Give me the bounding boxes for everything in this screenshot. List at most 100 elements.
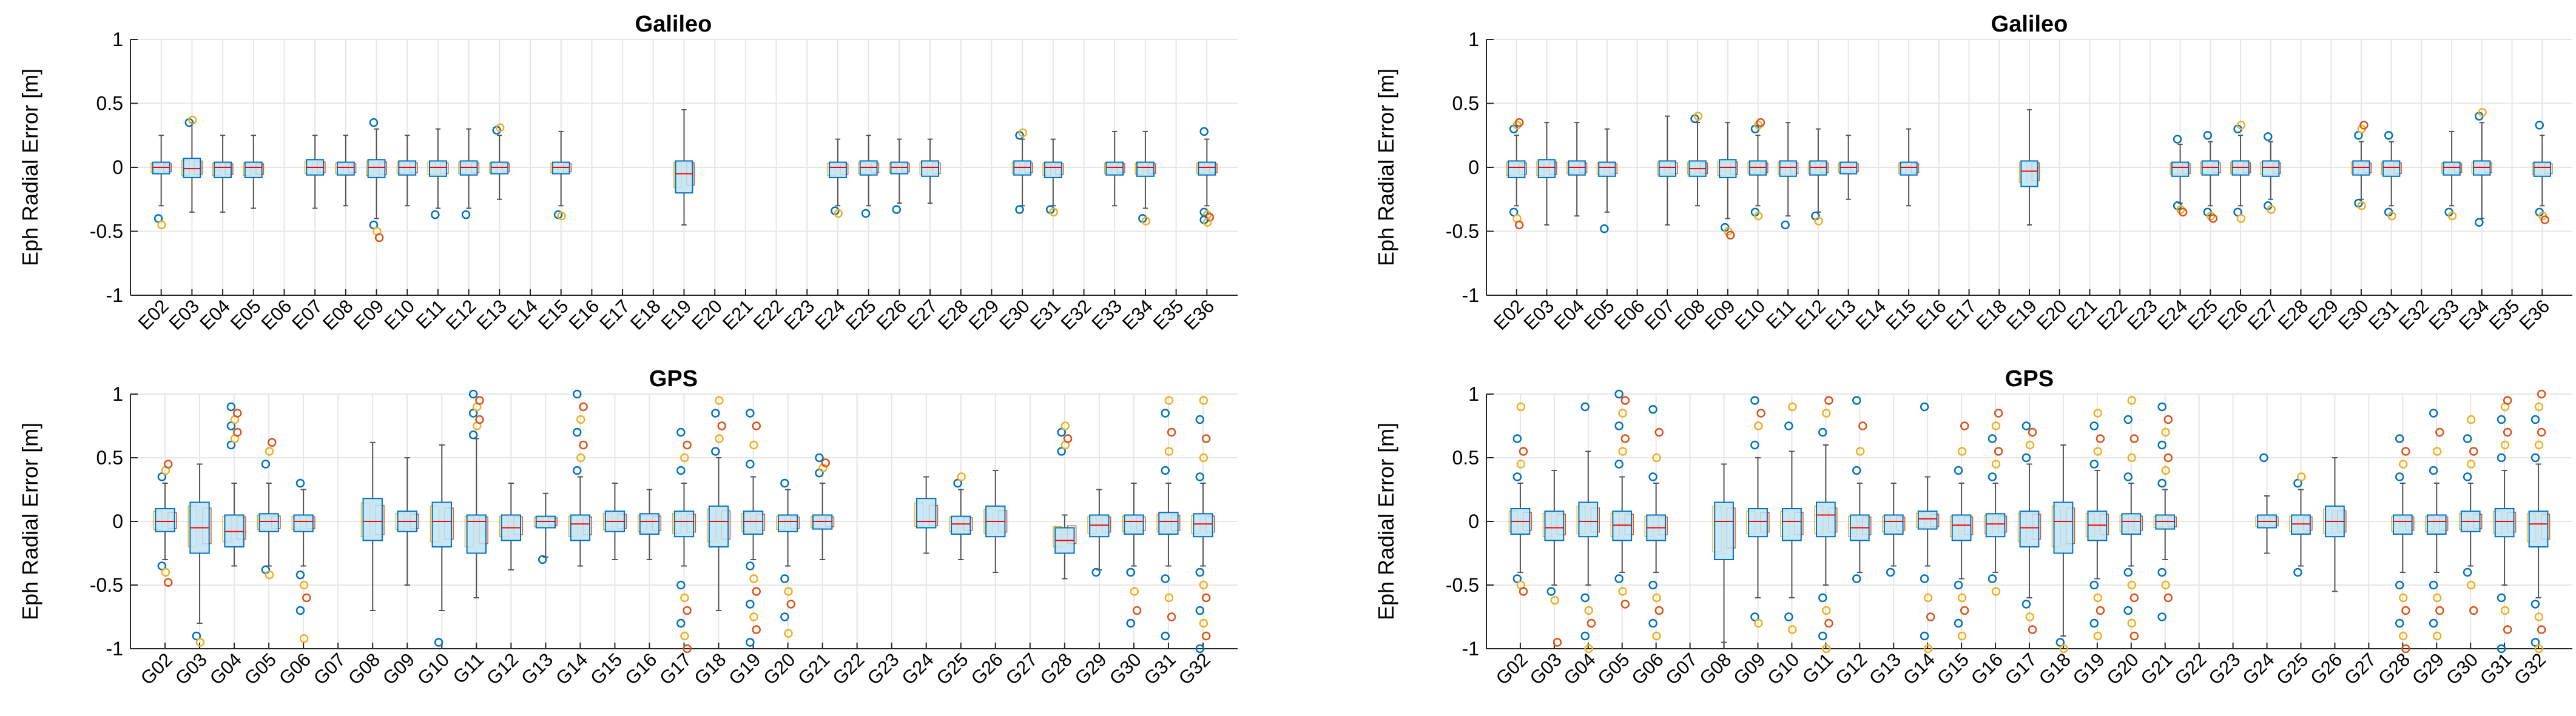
box-E30 bbox=[2350, 121, 2372, 210]
outlier-point bbox=[2530, 415, 2540, 424]
x-tick-label: G26 bbox=[967, 649, 1007, 689]
outlier-point bbox=[2401, 447, 2410, 456]
outlier-point bbox=[780, 478, 789, 488]
outlier-point bbox=[861, 209, 871, 218]
y-axis-label: Eph Radial Error [m] bbox=[18, 69, 42, 266]
box-iqr bbox=[535, 515, 556, 529]
outlier-point bbox=[815, 453, 824, 463]
y-tick-label: -1 bbox=[106, 284, 123, 306]
outlier-point bbox=[1957, 593, 1967, 603]
outlier-point bbox=[1126, 618, 1135, 628]
box-iqr bbox=[1883, 514, 1904, 535]
outlier-point bbox=[749, 440, 758, 450]
x-tick-label: E15 bbox=[1881, 295, 1920, 334]
outlier-point bbox=[752, 625, 761, 634]
x-tick-label: E07 bbox=[288, 295, 326, 334]
outlier-point bbox=[295, 570, 305, 580]
outlier-point bbox=[2297, 472, 2306, 481]
x-tick-label: E33 bbox=[2424, 295, 2463, 334]
x-tick-label: G19 bbox=[724, 649, 764, 689]
x-tick-label: E17 bbox=[1942, 295, 1981, 334]
outlier-point bbox=[2447, 211, 2457, 221]
outlier-point bbox=[1923, 644, 1933, 654]
outlier-point bbox=[2432, 447, 2442, 456]
box-iqr bbox=[1124, 514, 1144, 535]
panel-galileo-right: Galileo Eph Radial Error [m] bbox=[1374, 12, 2068, 266]
x-tick-label: G28 bbox=[1036, 649, 1076, 689]
outlier-point bbox=[2537, 427, 2546, 437]
outlier-point bbox=[1852, 396, 1861, 405]
box-iqr bbox=[2155, 514, 2176, 530]
outlier-point bbox=[1822, 409, 1831, 418]
box-G19 bbox=[2085, 409, 2109, 641]
outlier-point bbox=[749, 574, 758, 583]
outlier-point bbox=[1988, 574, 1997, 583]
x-tick-label: G21 bbox=[794, 649, 834, 689]
outlier-point bbox=[1167, 427, 1176, 437]
outlier-point bbox=[717, 421, 726, 430]
outlier-point bbox=[2497, 415, 2506, 424]
outlier-point bbox=[2432, 593, 2442, 603]
box-G03 bbox=[1542, 470, 1566, 647]
outlier-point bbox=[1652, 593, 1661, 603]
outlier-point bbox=[1614, 574, 1623, 583]
box-E30 bbox=[1011, 128, 1033, 214]
box-G25 bbox=[949, 472, 973, 560]
box-E19 bbox=[2018, 109, 2040, 226]
box-E02 bbox=[1506, 118, 1527, 230]
box-iqr bbox=[2121, 513, 2142, 535]
outlier-point bbox=[2021, 453, 2031, 463]
box-iqr bbox=[570, 514, 591, 541]
outlier-point bbox=[2463, 434, 2472, 443]
box-iqr bbox=[1782, 508, 1802, 541]
outlier-point bbox=[2028, 427, 2037, 437]
outlier-point bbox=[1091, 567, 1101, 577]
box-E09 bbox=[1717, 122, 1738, 240]
box-E27 bbox=[919, 138, 941, 204]
box-G18 bbox=[2051, 444, 2075, 654]
x-tick-label: E21 bbox=[718, 295, 757, 334]
x-tick-label: E23 bbox=[780, 295, 818, 334]
x-tick-label: G18 bbox=[690, 649, 730, 689]
outlier-point bbox=[2398, 631, 2408, 641]
outlier-point bbox=[1954, 466, 1963, 475]
box-iqr bbox=[1985, 513, 2006, 538]
outlier-point bbox=[680, 631, 689, 641]
outlier-point bbox=[1960, 421, 1969, 430]
outlier-point bbox=[2497, 644, 2506, 654]
outlier-point bbox=[299, 580, 309, 590]
box-E33 bbox=[1104, 130, 1125, 207]
x-tick-label: E13 bbox=[1821, 295, 1860, 334]
outlier-point bbox=[1132, 606, 1142, 615]
outlier-point bbox=[1141, 216, 1151, 226]
box-G10 bbox=[430, 444, 454, 647]
outlier-point bbox=[1754, 421, 1763, 430]
outlier-point bbox=[1620, 396, 1630, 405]
x-tick-label: E14 bbox=[1852, 295, 1890, 334]
outlier-point bbox=[579, 440, 588, 450]
y-tick-label: 0 bbox=[112, 510, 123, 532]
x-tick-label: G23 bbox=[863, 649, 903, 689]
x-tick-label: G13 bbox=[1865, 649, 1905, 689]
outlier-point bbox=[302, 593, 311, 603]
outlier-point bbox=[676, 466, 686, 475]
box-iqr bbox=[2291, 514, 2311, 535]
outlier-point bbox=[1750, 396, 1759, 405]
x-tick-label: G20 bbox=[2103, 649, 2143, 689]
outlier-point bbox=[1202, 218, 1212, 227]
x-tick-label: E10 bbox=[380, 295, 419, 334]
box-iqr bbox=[859, 160, 878, 176]
outlier-point bbox=[1586, 618, 1596, 628]
box-iqr bbox=[2494, 508, 2515, 538]
plot-area-4: -1-0.500.51G02G03G04G05G06G07G08G09G10G1… bbox=[1446, 383, 2572, 689]
outlier-point bbox=[1199, 127, 1209, 136]
outlier-point bbox=[1164, 593, 1174, 603]
x-tick-label: E24 bbox=[811, 295, 849, 334]
x-tick-label: G18 bbox=[2035, 649, 2075, 689]
box-E27 bbox=[2260, 132, 2281, 214]
outlier-point bbox=[226, 402, 236, 412]
box-E07 bbox=[304, 135, 326, 209]
x-tick-label: G16 bbox=[1967, 649, 2007, 689]
outlier-point bbox=[1049, 207, 1058, 217]
outlier-point bbox=[1167, 612, 1176, 621]
